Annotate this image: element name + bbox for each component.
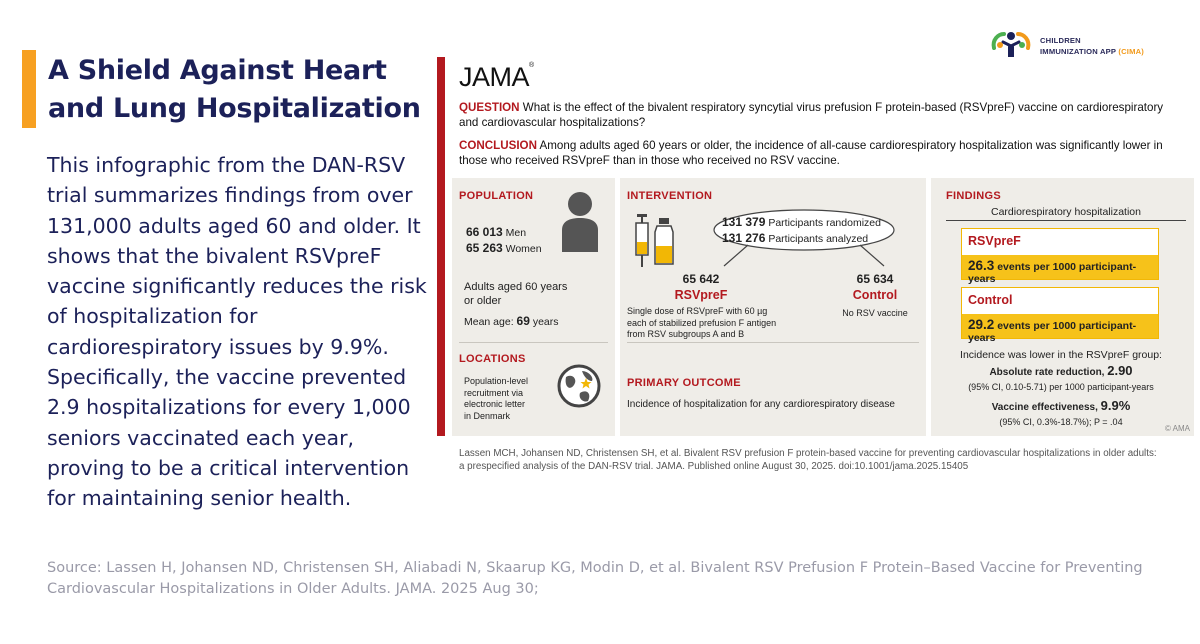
brand-logo: CHILDREN IMMUNIZATION APP (CIMA) xyxy=(990,28,1144,64)
divider xyxy=(627,342,919,343)
enrollment-diagram xyxy=(713,209,895,267)
group2-value: 29.2 events per 1000 participant-years xyxy=(962,314,1158,344)
infographic-red-bar xyxy=(437,57,445,436)
group2-name: Control xyxy=(968,293,1013,307)
arr-confidence-interval: (95% CI, 0.10-5.71) per 1000 participant… xyxy=(968,382,1154,392)
brand-name: CHILDREN IMMUNIZATION APP (CIMA) xyxy=(1040,36,1145,56)
age-text: Adults aged 60 years or older xyxy=(464,281,568,307)
rsvpref-result-box: RSVpreF 26.3 events per 1000 participant… xyxy=(961,228,1159,285)
findings-subtitle: Cardiorespiratory hospitalization xyxy=(991,206,1141,218)
vaccine-syringe-icon xyxy=(635,214,674,267)
source-citation: Source: Lassen H, Johansen ND, Christens… xyxy=(47,560,1143,597)
globe-icon xyxy=(557,364,601,408)
women-count: 65 263 Women xyxy=(466,241,542,255)
summary-text: This infographic from the DAN-RSV trial … xyxy=(47,153,427,511)
arm1-name: RSVpreF xyxy=(674,288,728,302)
locations-title: LOCATIONS xyxy=(459,353,526,365)
arm2-name: Control xyxy=(852,288,898,302)
findings-title: FINDINGS xyxy=(946,190,1001,202)
ve-confidence-interval: (95% CI, 0.3%-18.7%); P = .04 xyxy=(999,417,1123,427)
lower-incidence-text: Incidence was lower in the RSVpreF group… xyxy=(960,349,1162,361)
question-text: QUESTION What is the effect of the bival… xyxy=(459,101,1164,129)
arm1-count: 65 642 xyxy=(682,272,720,286)
conclusion-text: CONCLUSION Among adults aged 60 years or… xyxy=(459,139,1163,167)
arm2-count: 65 634 xyxy=(856,272,894,286)
group1-name: RSVpreF xyxy=(968,234,1021,248)
primary-outcome-title: PRIMARY OUTCOME xyxy=(627,377,741,389)
jama-infographic: JAMA® QUESTION What is the effect of the… xyxy=(437,57,1194,436)
accent-bar xyxy=(22,50,36,128)
copyright: © AMA xyxy=(1164,424,1190,433)
divider xyxy=(946,220,1186,221)
control-result-box: Control 29.2 events per 1000 participant… xyxy=(961,287,1159,344)
divider xyxy=(459,342,608,343)
jama-logo: JAMA® xyxy=(459,62,534,92)
vaccine-effectiveness: Vaccine effectiveness, 9.9% xyxy=(991,398,1131,414)
arm1-description: Single dose of RSVpreF with 60 µg each o… xyxy=(627,306,777,339)
mean-age: Mean age: 69 years xyxy=(464,314,559,328)
analyzed-count: 131 276 Participants analyzed xyxy=(722,231,869,245)
population-panel: POPULATION 66 013 Men 65 263 Women Adult… xyxy=(452,178,615,436)
findings-panel: FINDINGS Cardiorespiratory hospitalizati… xyxy=(931,178,1194,436)
primary-outcome-text: Incidence of hospitalization for any car… xyxy=(627,399,895,410)
family-logo-icon xyxy=(991,32,1031,59)
page-title: A Shield Against Heart and Lung Hospital… xyxy=(48,55,421,124)
group1-value: 26.3 events per 1000 participant-years xyxy=(962,255,1158,285)
absolute-rate-reduction: Absolute rate reduction, 2.90 xyxy=(989,363,1133,379)
intervention-panel: INTERVENTION 131 379 Participants random… xyxy=(620,178,926,436)
jama-citation: Lassen MCH, Johansen ND, Christensen SH,… xyxy=(459,448,1157,472)
intervention-title: INTERVENTION xyxy=(627,190,713,202)
person-icon xyxy=(562,192,598,252)
arm2-description: No RSV vaccine xyxy=(842,308,908,318)
randomized-count: 131 379 Participants randomized xyxy=(722,215,881,229)
population-title: POPULATION xyxy=(459,190,534,202)
men-count: 66 013 Men xyxy=(466,225,527,239)
locations-text: Population-level recruitment via electro… xyxy=(464,376,529,421)
